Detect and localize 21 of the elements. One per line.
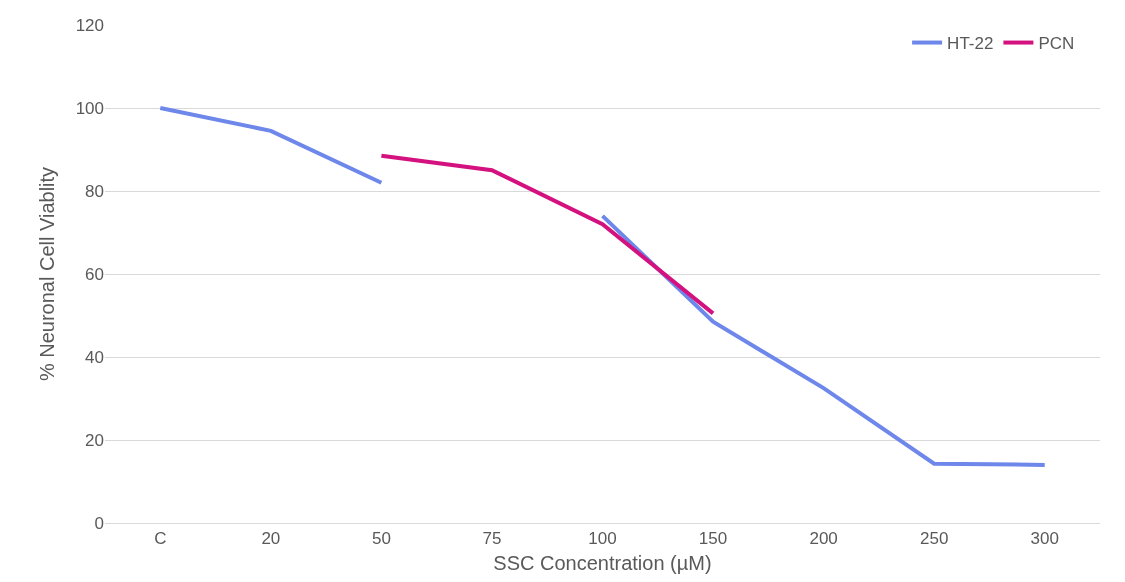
line-series	[379, 153, 716, 316]
y-tick-label: 120	[75, 15, 104, 35]
x-tick-label: 150	[698, 529, 728, 549]
x-tick-label: C	[154, 529, 167, 549]
y-axis-title: % Neuronal Cell Viablity	[36, 166, 59, 382]
y-tick-label: 0	[94, 513, 104, 533]
x-tick-label: 250	[919, 529, 949, 549]
y-tick-label: 20	[85, 430, 104, 450]
x-tick-label: 300	[1030, 529, 1059, 549]
legend-label: PCN	[1038, 34, 1075, 54]
y-tick-label: 40	[85, 347, 104, 367]
x-tick-label: 20	[261, 529, 281, 549]
x-tick-label: 75	[482, 529, 502, 549]
x-tick-label: 100	[588, 529, 617, 549]
x-tick-label: 50	[371, 529, 391, 549]
x-axis-title: SSC Concentration (µM)	[493, 551, 712, 574]
y-tick-label: 80	[85, 181, 104, 201]
x-tick-label: 200	[809, 529, 838, 549]
y-tick-label: 100	[75, 98, 104, 118]
legend-label: HT-22	[947, 34, 994, 54]
y-tick-label: 60	[85, 264, 104, 284]
